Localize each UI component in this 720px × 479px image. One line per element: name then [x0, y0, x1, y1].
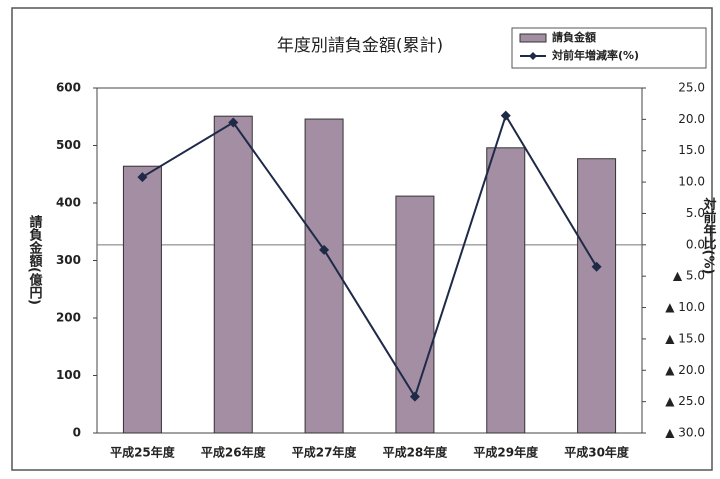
x-tick-label: 平成30年度: [564, 445, 630, 460]
x-tick-label: 平成26年度: [201, 445, 267, 460]
legend-label: 対前年増減率(%): [551, 48, 639, 62]
y2-tick-label: ▲ 15.0: [665, 331, 705, 345]
y-axis-label: 請負金額(億円): [27, 214, 44, 304]
marker: [500, 110, 511, 121]
legend-label: 請負金額: [552, 30, 596, 44]
y-tick-label: 400: [56, 196, 81, 210]
y2-tick-label: 5.0: [686, 206, 705, 220]
marker: [137, 172, 148, 183]
y2-tick-label: 0.0: [686, 237, 705, 251]
x-tick-label: 平成27年度: [292, 445, 358, 460]
y2-tick-label: ▲ 25.0: [665, 394, 705, 408]
y-tick-label: 300: [56, 253, 81, 267]
marker: [319, 244, 330, 255]
y2-tick-label: ▲ 20.0: [665, 363, 705, 377]
chart-title: 年度別請負金額(累計): [277, 36, 443, 56]
bar: [304, 118, 344, 434]
marker: [409, 391, 420, 402]
y2-tick-label: 20.0: [678, 112, 705, 126]
y-tick-label: 500: [56, 138, 81, 152]
y-tick-label: 200: [56, 311, 81, 325]
bar: [577, 158, 617, 434]
y-tick-label: 600: [56, 81, 81, 95]
y2-axis-label: 対前年比(%): [701, 197, 718, 274]
x-tick-label: 平成28年度: [383, 445, 449, 460]
bar: [122, 165, 162, 434]
y2-tick-label: 25.0: [678, 81, 705, 95]
y2-tick-label: ▲ 5.0: [673, 269, 705, 283]
marker: [591, 261, 602, 272]
bar: [486, 147, 526, 434]
y-tick-label: 0: [73, 426, 81, 440]
legend-swatch: [529, 52, 537, 60]
y2-tick-label: ▲ 10.0: [665, 300, 705, 314]
bar: [213, 115, 253, 434]
legend-frame: [511, 27, 707, 69]
x-tick-label: 平成25年度: [110, 445, 176, 460]
y2-tick-label: 10.0: [678, 175, 705, 189]
y2-tick-label: 15.0: [678, 143, 705, 157]
marker: [228, 117, 239, 128]
legend-swatch: [519, 33, 547, 43]
line: [141, 113, 598, 399]
x-tick-label: 平成29年度: [473, 445, 539, 460]
y-tick-label: 100: [56, 368, 81, 382]
y2-tick-label: ▲ 30.0: [665, 426, 705, 440]
